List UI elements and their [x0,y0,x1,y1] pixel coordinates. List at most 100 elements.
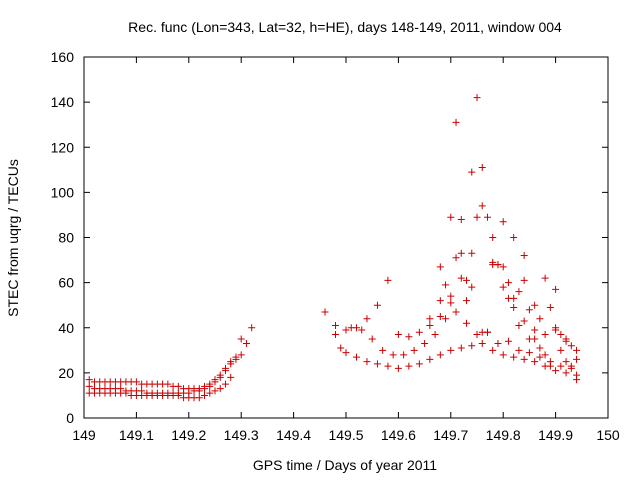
data-point [573,376,581,384]
data-point [379,346,387,354]
data-point [415,360,423,368]
data-point [85,382,93,390]
data-point [531,335,539,343]
data-point [442,315,450,323]
data-point [447,299,455,307]
data-point [573,355,581,363]
data-point [457,249,465,257]
y-axis: 0 20 40 60 80 100 120 140 160 [51,49,608,426]
data-point [132,378,140,386]
data-point [483,213,491,221]
data-point [332,321,340,329]
data-point [494,340,502,348]
data-point [227,358,235,366]
data-point [447,346,455,354]
data-point [468,283,476,291]
x-tick-label: 149.2 [171,427,206,443]
data-point [557,331,565,339]
data-point [515,288,523,296]
x-tick-label: 149 [72,427,96,443]
data-point [494,261,502,269]
data-point [342,326,350,334]
data-point [201,391,209,399]
data-point [483,328,491,336]
data-point [457,215,465,223]
data-point [525,306,533,314]
data-point [499,351,507,359]
data-point [473,213,481,221]
data-point [473,94,481,102]
data-point [552,326,560,334]
data-point [436,297,444,305]
data-point [520,317,528,325]
y-tick-label: 160 [51,49,75,65]
data-point [216,371,224,379]
y-tick-label: 40 [58,320,74,336]
data-point [510,234,518,241]
data-point [468,342,476,350]
data-point [515,321,523,329]
x-axis-label: GPS time / Days of year 2011 [253,457,437,473]
data-point [358,326,366,334]
data-point [394,331,402,339]
data-point [221,380,229,388]
data-point [400,351,408,359]
data-point [216,385,224,393]
data-point [463,319,471,327]
data-point [536,315,544,323]
data-point [520,276,528,284]
x-axis: 149 149.1 149.2 149.3 149.4 149.5 149.6 149.7 14… [72,57,620,443]
data-point [174,382,182,390]
data-point [221,364,229,372]
data-point [478,164,486,172]
data-point [237,335,245,343]
data-point [373,360,381,368]
data-point [489,234,497,241]
data-point [457,344,465,352]
data-point [552,285,560,293]
data-point [557,346,565,354]
x-tick-label: 149.1 [119,427,154,443]
data-point [468,249,476,257]
data-point [436,312,444,320]
data-point [536,353,544,361]
data-point [457,274,465,282]
data-point [384,276,392,284]
data-points [85,94,581,402]
data-point [504,337,512,345]
data-point [426,355,434,363]
data-point [394,364,402,372]
data-point [237,351,245,359]
data-point [164,380,172,388]
x-tick-label: 150 [596,427,620,443]
data-point [342,349,350,357]
y-axis-label: STEC from uqrg / TECUs [5,159,21,317]
data-point [436,263,444,271]
data-point [352,353,360,361]
data-point [442,281,450,289]
data-point [117,385,125,393]
data-point [463,297,471,305]
data-point [468,168,476,176]
data-point [332,331,340,339]
data-point [520,355,528,363]
data-point [195,394,203,402]
data-point [546,303,554,311]
data-point [541,274,549,282]
chart-title: Rec. func (Lon=343, Lat=32, h=HE), days … [128,19,562,35]
data-point [211,376,219,384]
data-point [363,315,371,323]
data-point [478,202,486,210]
data-point [531,358,539,366]
y-tick-label: 100 [51,184,75,200]
y-tick-label: 80 [58,230,74,246]
data-point [567,342,575,350]
data-point [546,362,554,370]
data-point [410,346,418,354]
data-point [562,369,570,377]
x-tick-label: 149.8 [486,427,521,443]
data-point [447,292,455,300]
data-point [499,283,507,291]
data-point [389,351,397,359]
data-point [452,254,460,262]
